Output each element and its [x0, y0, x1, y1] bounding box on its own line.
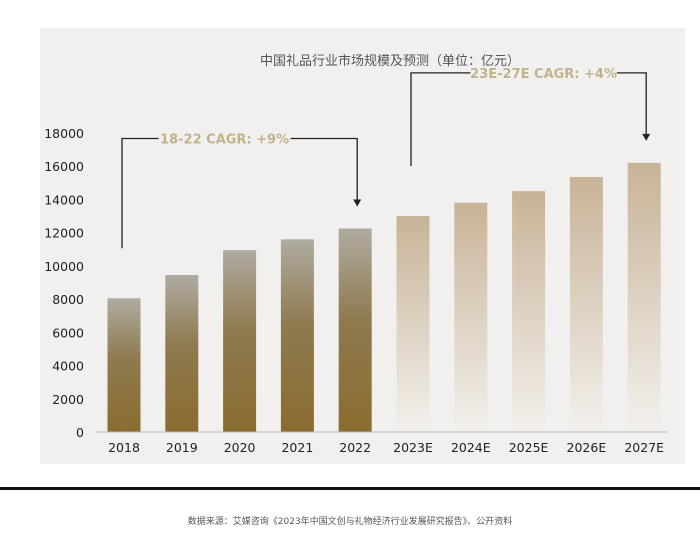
bar-2020 — [223, 250, 257, 432]
y-tick-label: 0 — [76, 425, 84, 440]
bar-2018 — [107, 298, 141, 432]
y-tick-label: 10000 — [44, 259, 84, 274]
y-tick-label: 8000 — [52, 292, 84, 307]
y-tick-label: 2000 — [52, 392, 84, 407]
x-tick-label: 2019 — [166, 440, 198, 455]
bar-2021 — [280, 239, 314, 432]
x-tick-label: 2026E — [567, 440, 607, 455]
cagr-label: 18-22 CAGR: +9% — [160, 133, 289, 148]
x-tick-label: 2025E — [509, 440, 549, 455]
source-note: 数据来源：艾媒咨询《2023年中国文创与礼物经济行业发展研究报告》、公开资料 — [187, 517, 513, 527]
y-tick-label: 4000 — [52, 359, 84, 374]
y-tick-label: 14000 — [44, 192, 84, 207]
bar-chart: 中国礼品行业市场规模及预测（单位：亿元） 0 2000 4000 6000 8000 10… — [44, 53, 668, 455]
annotation-bracket-right — [616, 72, 647, 134]
chart-panel: 中国礼品行业市场规模及预测（单位：亿元） 0 2000 4000 6000 8000 10… — [40, 28, 685, 464]
bar-2022 — [338, 228, 372, 432]
annotation-bracket-left — [410, 72, 471, 167]
chart-title: 中国礼品行业市场规模及预测（单位：亿元） — [260, 53, 520, 69]
y-tick-label: 18000 — [44, 126, 84, 141]
annotation-bracket-left — [121, 137, 159, 249]
y-tick-label: 16000 — [44, 159, 84, 174]
divider — [0, 487, 700, 490]
x-tick-label: 2023E — [393, 440, 433, 455]
cagr-label: 23E-27E CAGR: +4% — [470, 67, 617, 82]
y-tick-label: 12000 — [44, 226, 84, 241]
annotation-arrow-icon — [642, 133, 651, 141]
x-tick-label: 2021 — [281, 440, 313, 455]
annotation-arrow-icon — [353, 199, 362, 207]
bar-2019 — [165, 275, 199, 432]
x-tick-label: 2022 — [339, 440, 371, 455]
annotation-bracket-right — [290, 137, 358, 200]
bar-2026e — [569, 177, 603, 432]
bar-2027e — [627, 162, 661, 432]
x-tick-label: 2024E — [451, 440, 491, 455]
bar-2024e — [454, 202, 488, 432]
bar-2023e — [396, 216, 430, 432]
x-tick-label: 2018 — [108, 440, 140, 455]
y-tick-label: 6000 — [52, 325, 84, 340]
bar-2025e — [512, 191, 546, 432]
x-tick-label: 2027E — [624, 440, 664, 455]
x-tick-label: 2020 — [224, 440, 256, 455]
